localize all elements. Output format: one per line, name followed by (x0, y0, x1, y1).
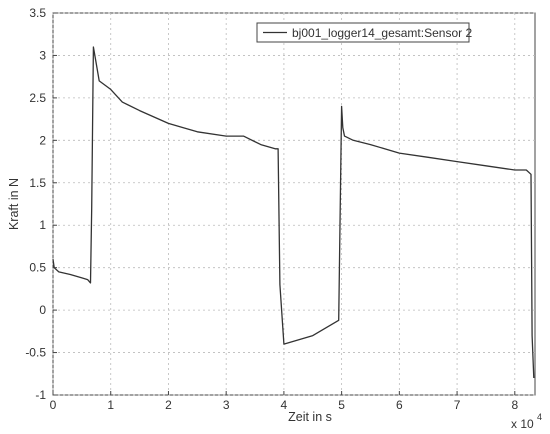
y-tick-label: -1 (35, 388, 46, 402)
x-tick-label: 5 (338, 398, 345, 412)
x-multiplier-label: x 10 (511, 417, 534, 431)
y-tick-label: 3.5 (29, 6, 46, 20)
y-tick-label: 3 (39, 48, 46, 62)
y-tick-label: -0.5 (25, 346, 46, 360)
x-tick-label: 8 (511, 398, 518, 412)
plot-area (52, 12, 536, 396)
x-tick-label: 3 (223, 398, 230, 412)
legend-box (256, 22, 470, 43)
y-axis-label: Kraft in N (7, 178, 21, 230)
series-line (52, 46, 535, 379)
y-tick-label: 0 (39, 303, 46, 317)
y-tick-label: 0.5 (29, 261, 46, 275)
legend: bj001_logger14_gesamt:Sensor 2 (256, 22, 472, 43)
x-multiplier-exponent: 4 (537, 412, 542, 422)
y-tick-label: 1.5 (29, 176, 46, 190)
x-axis: 0 1 2 3 4 5 6 7 8 (50, 391, 518, 412)
series-layer (52, 46, 535, 379)
y-tick-label: 2.5 (29, 91, 46, 105)
grid-lines (52, 12, 535, 396)
legend-entry: bj001_logger14_gesamt:Sensor 2 (292, 26, 472, 40)
y-tick-label: 2 (39, 133, 46, 147)
x-axis-label: Zeit in s (288, 410, 332, 424)
x-tick-label: 6 (396, 398, 403, 412)
x-tick-label: 0 (50, 398, 57, 412)
y-axis: -1 -0.5 0 0.5 1 1.5 2 2.5 3 3.5 (25, 6, 57, 402)
x-tick-label: 2 (165, 398, 172, 412)
x-tick-label: 7 (454, 398, 461, 412)
x-tick-label: 1 (107, 398, 114, 412)
x-tick-label: 4 (281, 398, 288, 412)
y-tick-label: 1 (39, 218, 46, 232)
